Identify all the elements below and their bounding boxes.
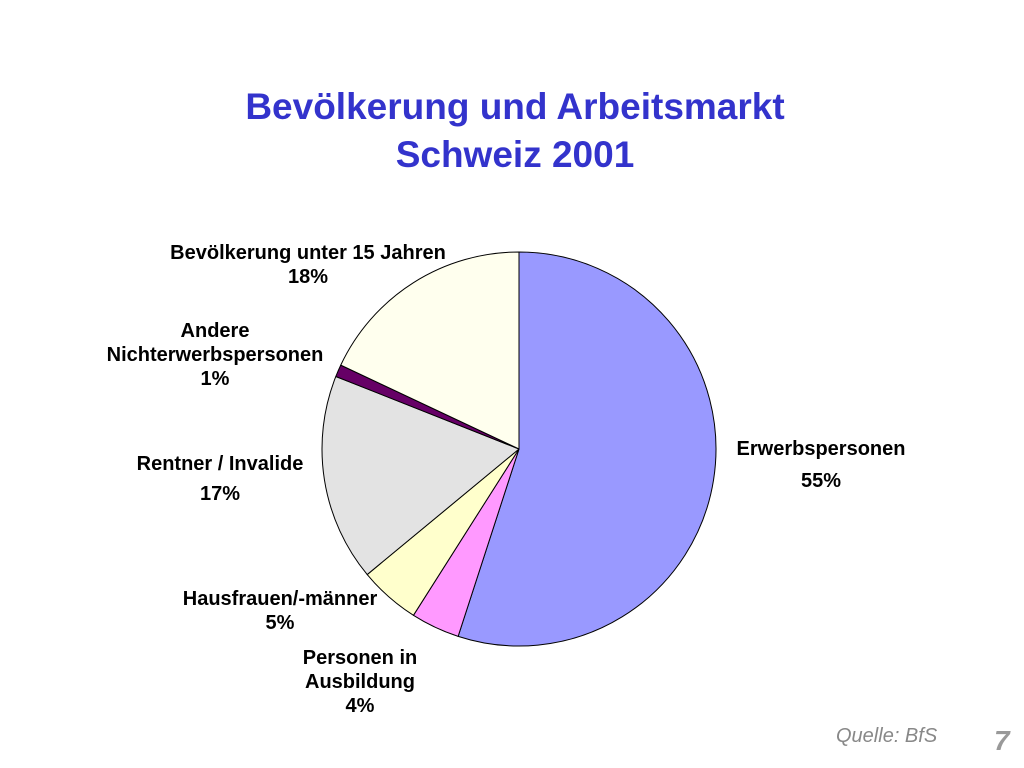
slice-label-personen-in-ausbildung: Personen in Ausbildung 4% bbox=[280, 646, 440, 718]
chart-title-line-1: Bevölkerung und Arbeitsmarkt bbox=[245, 86, 785, 127]
page-number: 7 bbox=[994, 725, 1010, 756]
slice-label-andere-pct: 1% bbox=[200, 368, 230, 390]
pie-slice-5 bbox=[340, 251, 520, 450]
slice-label-haus-pct: 5% bbox=[265, 612, 295, 634]
slice-label-erwerb-pct: 55% bbox=[800, 470, 842, 492]
slice-label-erwerb-name: Erwerbspersonen bbox=[736, 438, 906, 460]
slice-label-ausb-line-2: Ausbildung bbox=[305, 671, 415, 693]
slice-label-rentner-name: Rentner / Invalide bbox=[136, 453, 304, 475]
slice-label-unter-15-name: Bevölkerung unter 15 Jahren bbox=[170, 242, 446, 264]
slice-label-rentner-pct: 17% bbox=[199, 483, 241, 505]
source-note: Quelle: BfS bbox=[836, 725, 938, 747]
slice-label-unter-15: Bevölkerung unter 15 Jahren 18% bbox=[150, 241, 466, 289]
slice-label-haus-name: Hausfrauen/-männer bbox=[182, 588, 378, 610]
chart-title-line-2: Schweiz 2001 bbox=[395, 134, 635, 175]
slice-label-ausb-pct: 4% bbox=[345, 695, 375, 717]
slice-label-ausb-line-1: Personen in bbox=[302, 647, 418, 669]
slice-label-hausfrauen-maenner: Hausfrauen/-männer 5% bbox=[160, 587, 400, 635]
slice-label-andere-nichterwerbspersonen: Andere Nichterwerbspersonen 1% bbox=[86, 319, 344, 391]
slice-label-rentner-invalide: Rentner / Invalide 17% bbox=[120, 452, 320, 506]
slice-label-erwerbspersonen: Erwerbspersonen 55% bbox=[716, 437, 926, 493]
slice-label-andere-line-2: Nichterwerbspersonen bbox=[106, 344, 324, 366]
slice-label-unter-15-pct: 18% bbox=[287, 266, 329, 288]
pie-slice-0 bbox=[457, 251, 717, 647]
slice-label-andere-line-1: Andere bbox=[180, 320, 250, 342]
pie-slice-3 bbox=[321, 375, 520, 576]
